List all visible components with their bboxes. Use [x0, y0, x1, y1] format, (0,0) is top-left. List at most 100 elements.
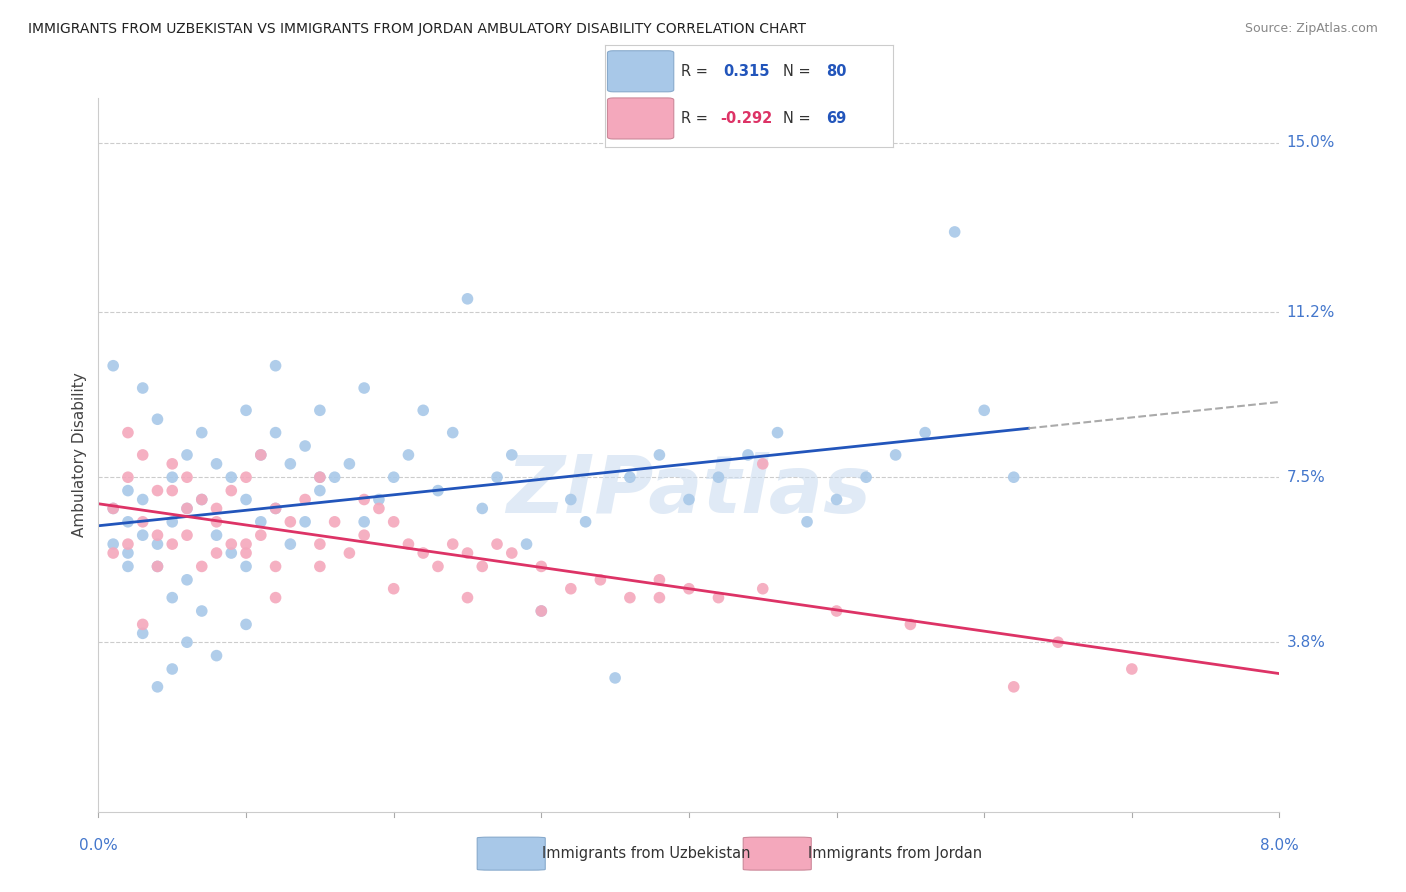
Point	[117, 515, 139, 529]
Point	[191, 492, 214, 507]
Point	[560, 492, 582, 507]
Text: R =: R =	[681, 111, 713, 126]
Point	[751, 582, 773, 596]
Point	[146, 412, 169, 426]
Point	[205, 501, 228, 516]
Point	[103, 501, 124, 516]
Point	[205, 528, 228, 542]
Point	[264, 501, 287, 516]
Point	[162, 470, 183, 484]
Point	[103, 359, 124, 373]
Point	[441, 425, 464, 440]
Point	[264, 425, 287, 440]
Point	[308, 470, 332, 484]
Point	[132, 448, 155, 462]
Point	[648, 573, 671, 587]
Point	[382, 515, 405, 529]
Point	[353, 515, 375, 529]
Point	[132, 617, 155, 632]
Point	[530, 604, 553, 618]
Point	[766, 425, 789, 440]
Point	[589, 573, 612, 587]
Point	[308, 470, 332, 484]
Point	[515, 537, 537, 551]
Text: Immigrants from Uzbekistan: Immigrants from Uzbekistan	[543, 847, 751, 861]
Text: N =: N =	[783, 111, 811, 126]
Point	[132, 515, 155, 529]
Point	[737, 448, 759, 462]
Point	[117, 425, 139, 440]
Point	[264, 591, 287, 605]
Text: 0.315: 0.315	[723, 63, 769, 78]
Point	[146, 559, 169, 574]
Point	[235, 492, 257, 507]
Point	[308, 483, 332, 498]
Point	[353, 492, 375, 507]
Point	[530, 559, 553, 574]
Point	[1002, 470, 1025, 484]
Point	[176, 470, 198, 484]
Point	[323, 515, 346, 529]
Point	[219, 470, 242, 484]
Point	[103, 546, 124, 560]
Point	[162, 457, 183, 471]
Point	[250, 448, 273, 462]
Point	[103, 501, 124, 516]
Point	[855, 470, 877, 484]
Point	[205, 457, 228, 471]
Point	[412, 403, 434, 417]
Point	[308, 403, 332, 417]
Point	[278, 515, 301, 529]
Point	[132, 626, 155, 640]
Point	[353, 528, 375, 542]
Point	[235, 617, 257, 632]
Point	[367, 492, 389, 507]
Point	[678, 582, 700, 596]
Point	[117, 537, 139, 551]
Point	[353, 381, 375, 395]
Text: R =: R =	[681, 63, 713, 78]
Point	[176, 501, 198, 516]
Text: Source: ZipAtlas.com: Source: ZipAtlas.com	[1244, 22, 1378, 36]
Text: 11.2%: 11.2%	[1286, 305, 1334, 319]
Point	[396, 448, 419, 462]
Point	[117, 470, 139, 484]
Point	[176, 448, 198, 462]
Text: Immigrants from Jordan: Immigrants from Jordan	[808, 847, 983, 861]
Point	[162, 537, 183, 551]
Point	[884, 448, 907, 462]
Point	[235, 559, 257, 574]
Point	[973, 403, 995, 417]
Point	[412, 546, 434, 560]
Text: 80: 80	[827, 63, 846, 78]
Point	[426, 483, 449, 498]
Point	[205, 648, 228, 663]
Point	[501, 448, 523, 462]
Point	[456, 591, 478, 605]
Text: 3.8%: 3.8%	[1286, 635, 1326, 649]
Text: 7.5%: 7.5%	[1286, 470, 1326, 484]
Point	[250, 528, 273, 542]
Point	[796, 515, 818, 529]
Point	[146, 528, 169, 542]
Y-axis label: Ambulatory Disability: Ambulatory Disability	[72, 373, 87, 537]
Point	[264, 501, 287, 516]
Point	[191, 425, 214, 440]
FancyBboxPatch shape	[607, 98, 673, 139]
Point	[176, 501, 198, 516]
Point	[574, 515, 596, 529]
Point	[678, 492, 700, 507]
Point	[707, 470, 730, 484]
Point	[294, 515, 316, 529]
Point	[648, 448, 671, 462]
FancyBboxPatch shape	[607, 51, 673, 92]
Point	[117, 483, 139, 498]
Point	[235, 470, 257, 484]
Text: -0.292: -0.292	[720, 111, 772, 126]
FancyBboxPatch shape	[744, 838, 811, 870]
Point	[825, 492, 848, 507]
Point	[176, 528, 198, 542]
Point	[132, 381, 155, 395]
Point	[191, 492, 214, 507]
Point	[367, 501, 389, 516]
